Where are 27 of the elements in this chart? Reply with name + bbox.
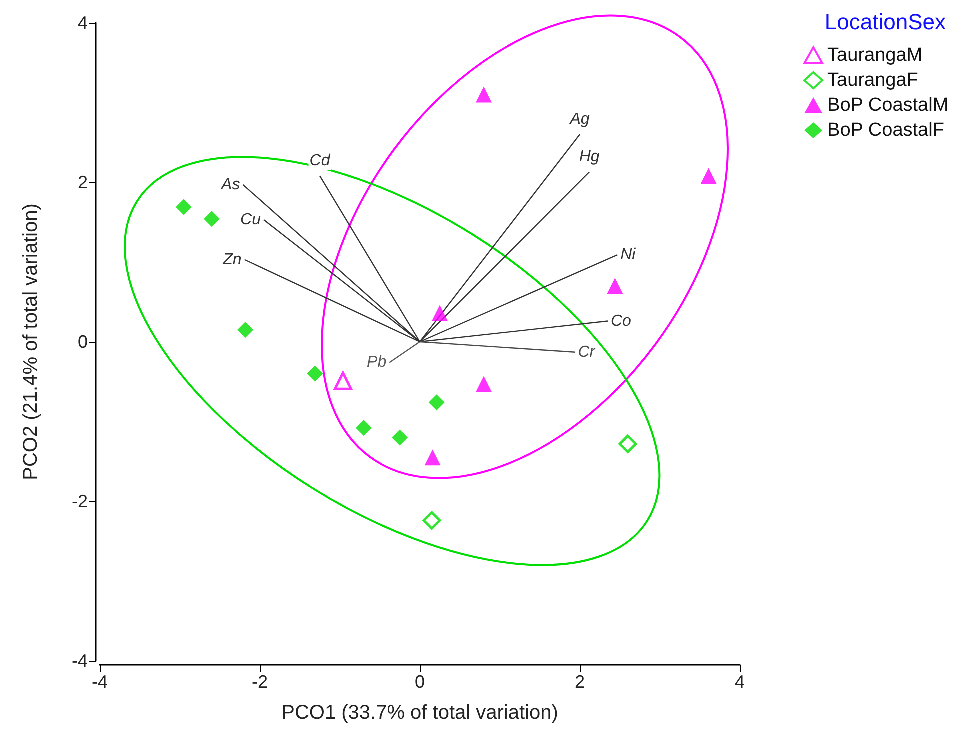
- x-tick-label: -2: [252, 672, 268, 692]
- x-tick-label: 2: [574, 672, 586, 692]
- legend-label: TaurangaF: [828, 70, 918, 91]
- y-tick-label: 0: [78, 332, 88, 352]
- series-label: Pb: [367, 354, 387, 372]
- legend-label: BoP CoastalM: [828, 95, 949, 116]
- series-label: Ag: [569, 111, 590, 128]
- series-label: Zn: [222, 251, 242, 268]
- series-label: As: [220, 176, 240, 194]
- series-label: Co: [611, 312, 632, 330]
- series-label: Hg: [579, 148, 600, 166]
- legend-title: LocationSex: [824, 10, 946, 34]
- series-label: Ni: [620, 246, 636, 264]
- y-tick-label: -4: [72, 651, 88, 671]
- y-tick-label: 4: [78, 13, 88, 33]
- series-label: Cd: [310, 152, 332, 170]
- series-label: Cr: [578, 344, 596, 361]
- x-tick-label: 0: [414, 672, 426, 692]
- x-tick-label: 4: [734, 672, 746, 692]
- legend-label: BoP CoastalF: [828, 120, 944, 141]
- x-tick-label: -4: [92, 672, 108, 692]
- y-axis-title: PCO2 (21.4% of total variation): [20, 204, 42, 480]
- y-tick-label: -2: [72, 492, 88, 512]
- series-label: Cu: [240, 211, 262, 228]
- y-tick-label: 2: [78, 172, 88, 192]
- legend-label: TaurangaM: [828, 45, 923, 66]
- x-axis-title: PCO1 (33.7% of total variation): [282, 702, 558, 724]
